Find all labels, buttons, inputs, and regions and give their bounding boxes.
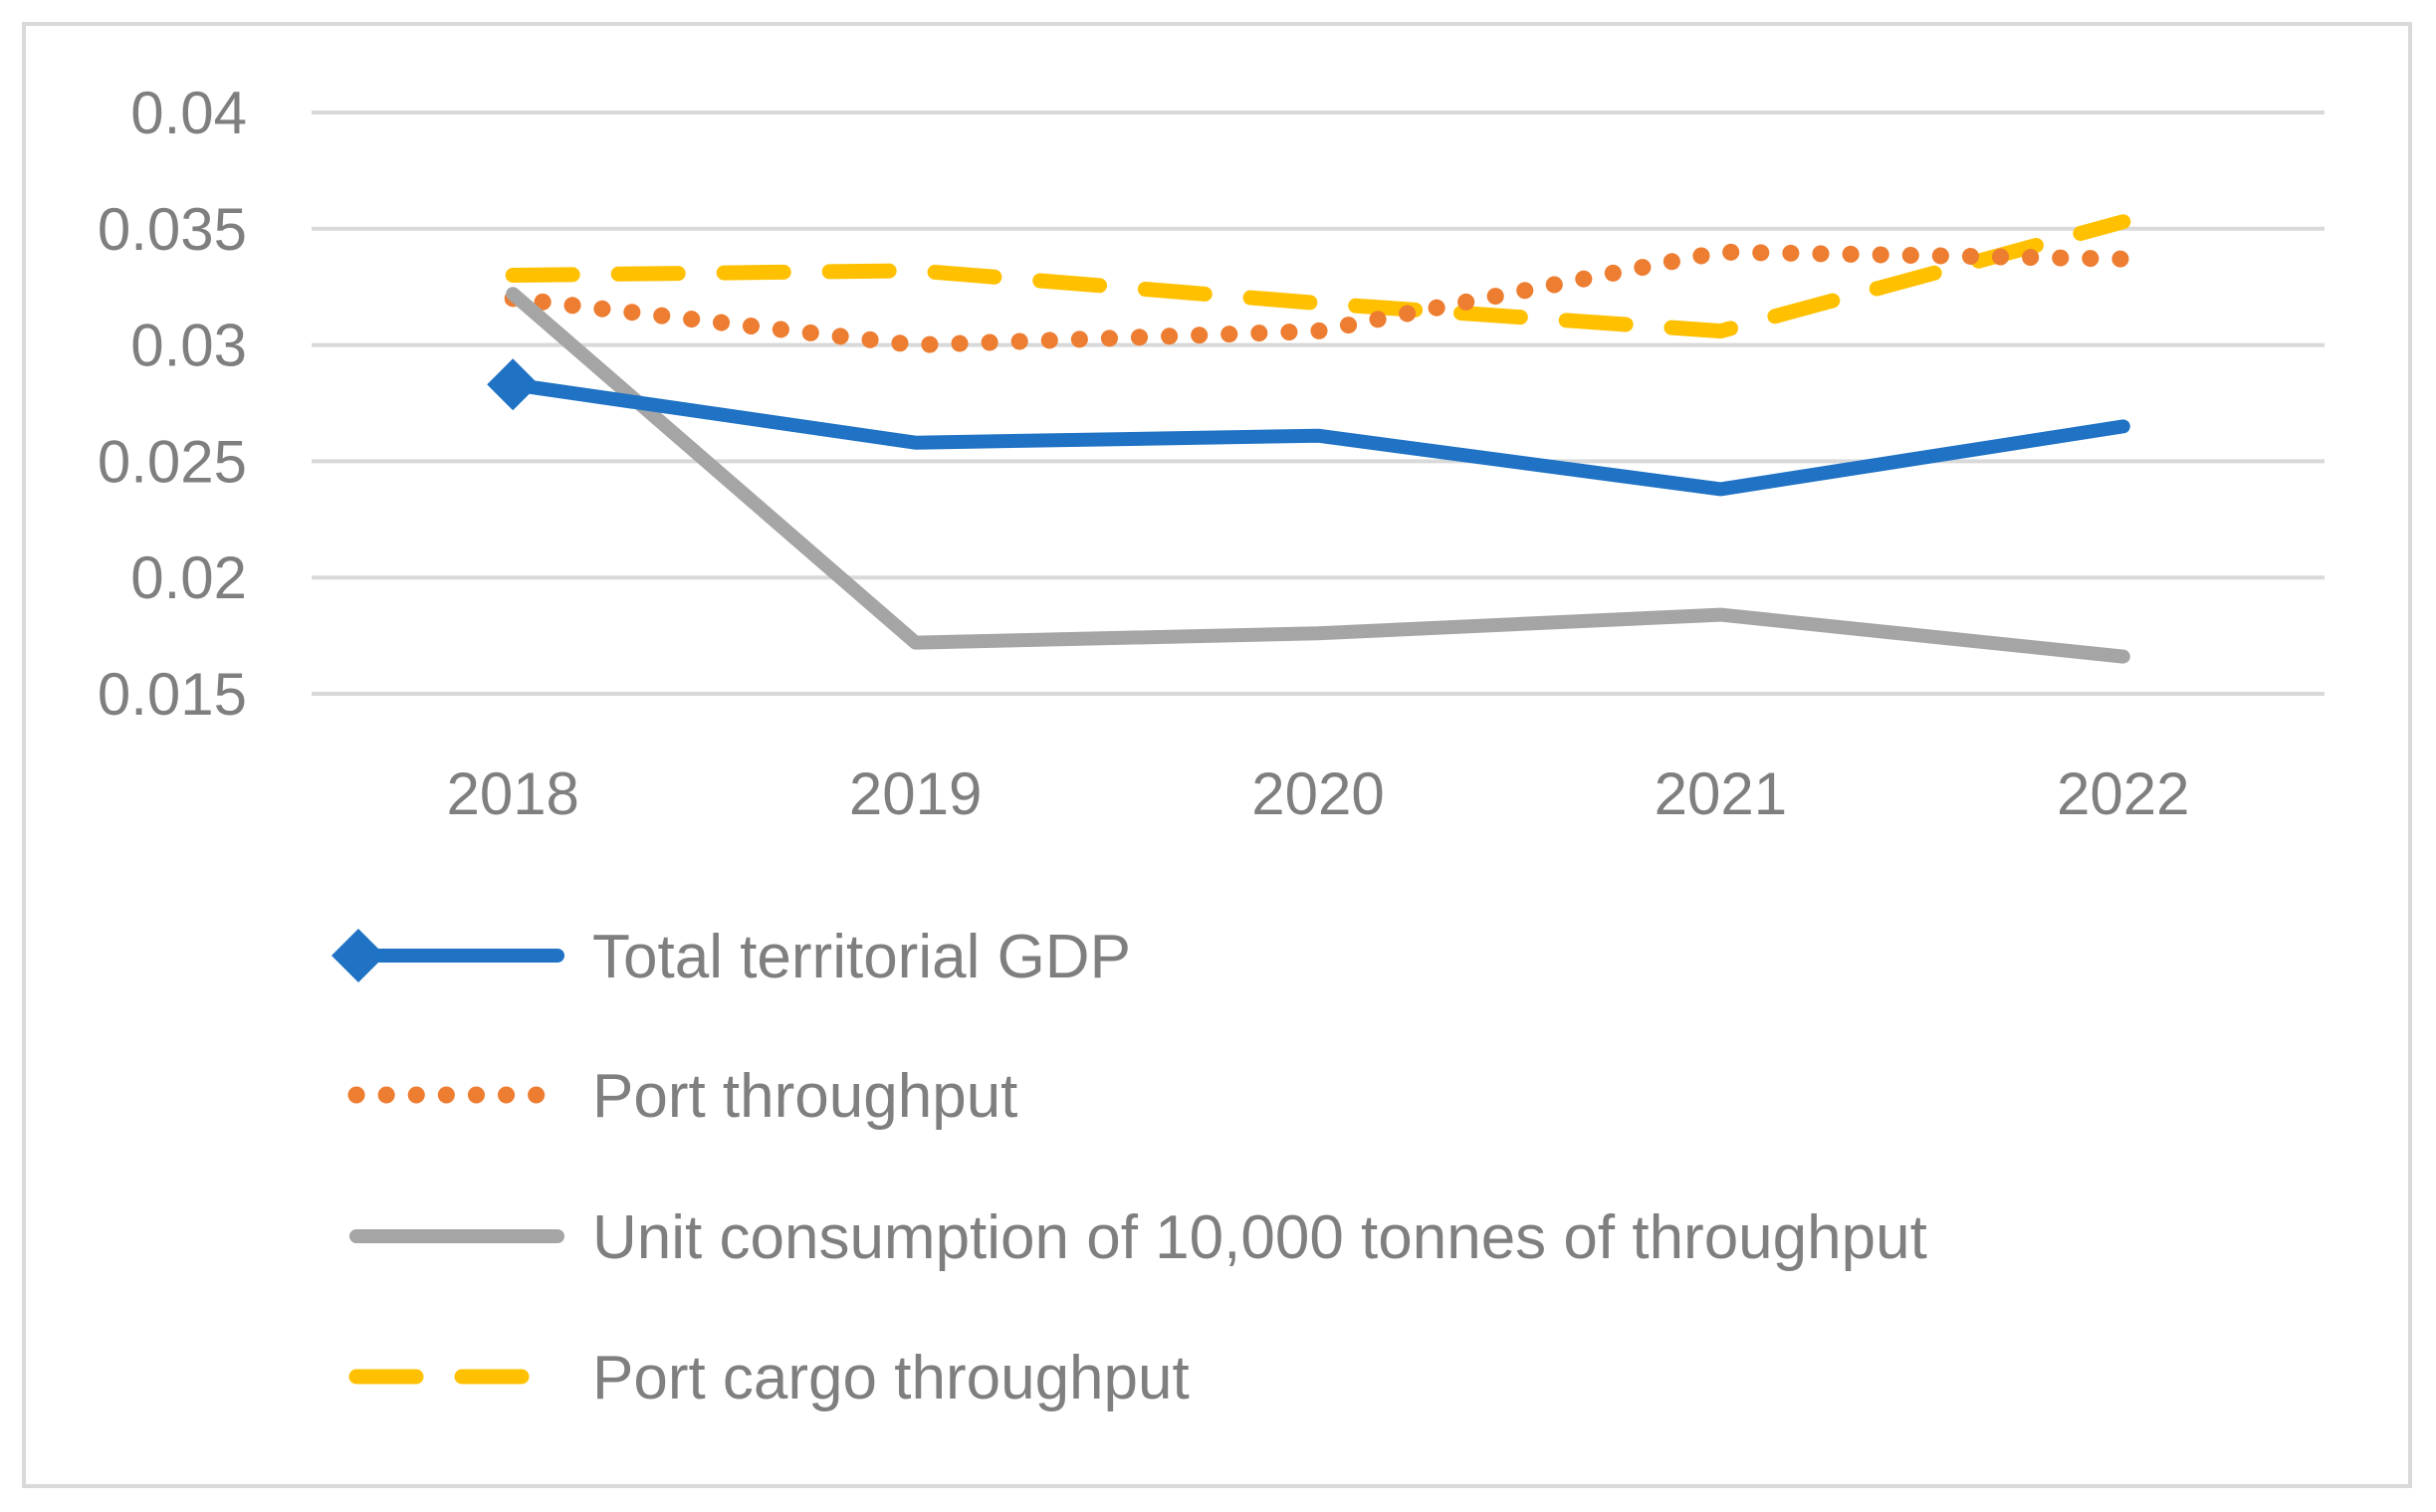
legend-item: Port cargo throughput: [348, 1344, 1190, 1412]
legend-label: Unit consumption of 10,000 tonnes of thr…: [592, 1203, 1927, 1272]
series-line: [506, 287, 2130, 664]
chart-frame: [22, 22, 2412, 1488]
series-0: [487, 358, 2130, 497]
data-point: [915, 270, 917, 272]
x-tick-label: 2021: [1655, 760, 1787, 827]
legend: Total territorial GDP Port throughput Unit…: [332, 923, 1927, 1412]
y-tick-label: 0.04: [130, 80, 247, 146]
legend-label: Port throughput: [592, 1062, 1017, 1131]
legend-label: Port cargo throughput: [592, 1344, 1190, 1412]
y-tick-label: 0.025: [98, 428, 247, 495]
x-tick-label: 2022: [2057, 760, 2189, 827]
x-axis-ticks: 2018 2019 2020 2021 2022: [446, 760, 2189, 827]
x-tick-label: 2018: [446, 760, 578, 827]
x-tick-label: 2019: [849, 760, 982, 827]
y-axis-ticks: 0.04 0.035 0.03 0.025 0.02 0.015: [98, 80, 247, 728]
legend-item: Unit consumption of 10,000 tonnes of thr…: [349, 1203, 1927, 1272]
y-tick-label: 0.015: [98, 661, 247, 728]
legend-item: Port throughput: [347, 1062, 1017, 1131]
legend-diamond-marker: [332, 929, 385, 982]
data-point: [1719, 251, 1721, 253]
series-3: [505, 214, 2131, 339]
series-line: [506, 377, 2130, 497]
series-2: [506, 287, 2130, 664]
y-tick-label: 0.035: [98, 196, 247, 263]
series-line: [504, 243, 2132, 354]
x-tick-label: 2020: [1251, 760, 1384, 827]
gridlines: [312, 110, 2325, 696]
y-tick-label: 0.02: [130, 544, 247, 611]
series-1: [504, 243, 2132, 354]
diamond-marker: [487, 358, 540, 411]
series-line: [505, 214, 2131, 339]
series-layer: [487, 214, 2132, 664]
legend-item: Total territorial GDP: [332, 923, 1131, 991]
y-tick-label: 0.03: [130, 313, 247, 379]
legend-label: Total territorial GDP: [592, 923, 1131, 991]
